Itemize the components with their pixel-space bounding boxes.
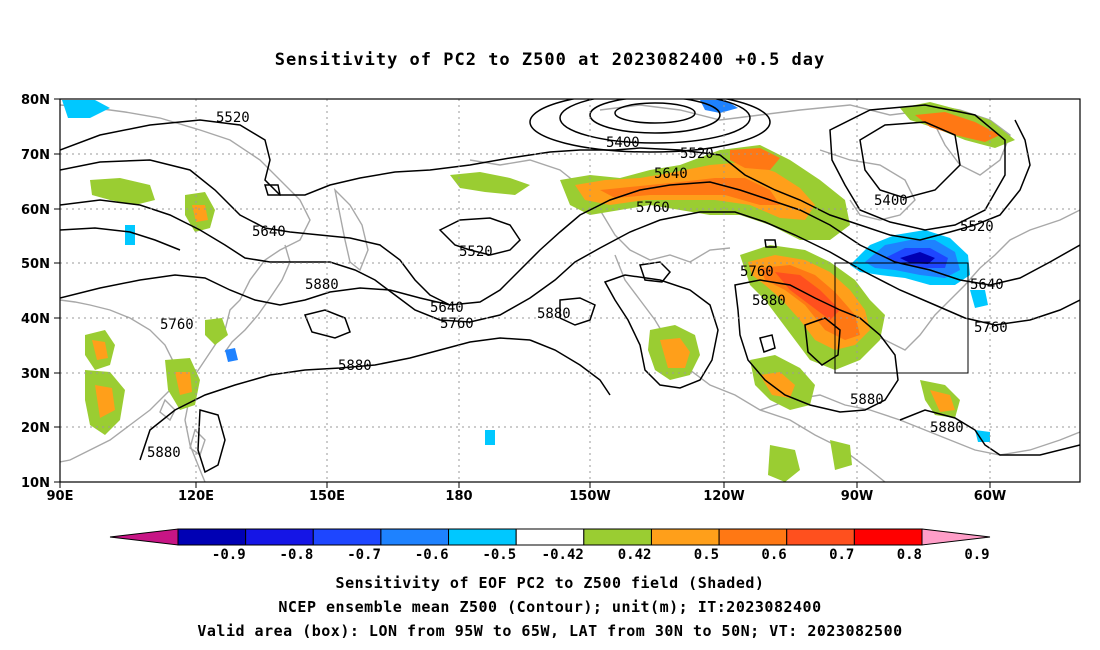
colorbar-swatch	[448, 528, 517, 546]
map-plot-area	[60, 99, 1080, 482]
lon-label: 120W	[703, 489, 744, 504]
gridlines	[60, 99, 1080, 482]
colorbar-swatch	[312, 528, 382, 546]
colorbar-max-triangle	[921, 528, 991, 546]
colorbar-tick-label: -0.9	[212, 547, 246, 563]
colorbar-swatch	[515, 528, 585, 546]
map-title: Sensitivity of PC2 to Z500 at 2023082400…	[274, 50, 826, 70]
contour-label: 5880	[850, 392, 884, 408]
colorbar-tick-label: -0.5	[482, 547, 516, 563]
lon-label: 90E	[47, 489, 74, 504]
caption-line-1: Sensitivity of EOF PC2 to Z500 field (Sh…	[335, 574, 765, 592]
contour-label: 5760	[974, 320, 1008, 336]
contour-label: 5760	[440, 316, 474, 332]
colorbar-swatch	[718, 528, 788, 546]
valid-area-box	[834, 262, 969, 374]
contour-label: 5880	[338, 358, 372, 374]
colorbar-min-triangle	[109, 528, 179, 546]
contour-label: 5400	[606, 135, 640, 151]
colorbar-tick-label: 0.7	[829, 547, 854, 563]
colorbar-swatch	[853, 528, 923, 546]
colorbar-tick-label: 0.5	[694, 547, 719, 563]
contour-label: 5880	[147, 445, 181, 461]
contour-label: 5880	[305, 277, 339, 293]
colorbar-tick-label: 0.42	[618, 547, 652, 563]
lat-label: 60N	[21, 203, 50, 218]
colorbar-tick-label: -0.8	[280, 547, 314, 563]
colorbar-swatch	[786, 528, 855, 546]
lon-label: 90W	[841, 489, 873, 504]
colorbar-swatch	[177, 528, 247, 546]
colorbar-tick-label: -0.7	[347, 547, 381, 563]
contour-label: 5640	[252, 224, 286, 240]
colorbar-swatch	[245, 528, 314, 546]
colorbar-swatch	[380, 528, 450, 546]
colorbar-swatch	[650, 528, 720, 546]
contour-label: 5520	[960, 219, 994, 235]
contour-label: 5640	[654, 166, 688, 182]
lat-label: 70N	[21, 148, 50, 163]
contour-label: 5880	[752, 293, 786, 309]
contour-label: 5760	[160, 317, 194, 333]
contour-label: 5760	[636, 200, 670, 216]
colorbar-swatch	[583, 528, 652, 546]
lat-label: 20N	[21, 421, 50, 436]
lon-label: 150E	[309, 489, 345, 504]
lon-label: 180	[445, 489, 472, 504]
lat-label: 40N	[21, 312, 50, 327]
caption-line-3: Valid area (box): LON from 95W to 65W, L…	[197, 622, 903, 640]
colorbar-tick-label: -0.6	[415, 547, 449, 563]
colorbar-tick-label: 0.6	[761, 547, 786, 563]
contour-label: 5520	[459, 244, 493, 260]
lat-label: 10N	[21, 476, 50, 491]
coastlines	[60, 104, 1080, 482]
lat-labels: 80N 70N 60N 50N 40N 30N 20N 10N	[21, 93, 50, 491]
tick-marks	[54, 98, 991, 488]
lat-label: 80N	[21, 93, 50, 108]
contour-label: 5640	[970, 277, 1004, 293]
lon-labels: 90E 120E 150E 180 150W 120W 90W 60W	[47, 489, 1007, 504]
lat-label: 30N	[21, 367, 50, 382]
plot-frame	[59, 98, 1081, 483]
contour-label: 5640	[430, 300, 464, 316]
lon-label: 120E	[178, 489, 214, 504]
colorbar-tick-label: 0.9	[964, 547, 989, 563]
contour-labels: 5520 5400 5520 5640 5760 5400 5520 5640 …	[147, 110, 1008, 461]
lon-label: 60W	[974, 489, 1006, 504]
colorbar-tick-label: 0.8	[897, 547, 922, 563]
colorbar-tick-label: -0.42	[542, 547, 584, 563]
contour-label: 5520	[680, 146, 714, 162]
lat-label: 50N	[21, 257, 50, 272]
contour-label: 5760	[740, 264, 774, 280]
contour-label: 5880	[537, 306, 571, 322]
caption-line-2: NCEP ensemble mean Z500 (Contour); unit(…	[278, 598, 822, 616]
lon-label: 150W	[569, 489, 610, 504]
z500-contours	[60, 99, 1080, 474]
contour-label: 5880	[930, 420, 964, 436]
colorbar: -0.9 -0.8 -0.7 -0.6 -0.5 -0.42 0.42 0.5 0.6 0.7 0.…	[109, 528, 991, 563]
contour-label: 5400	[874, 193, 908, 209]
contour-label: 5520	[216, 110, 250, 126]
